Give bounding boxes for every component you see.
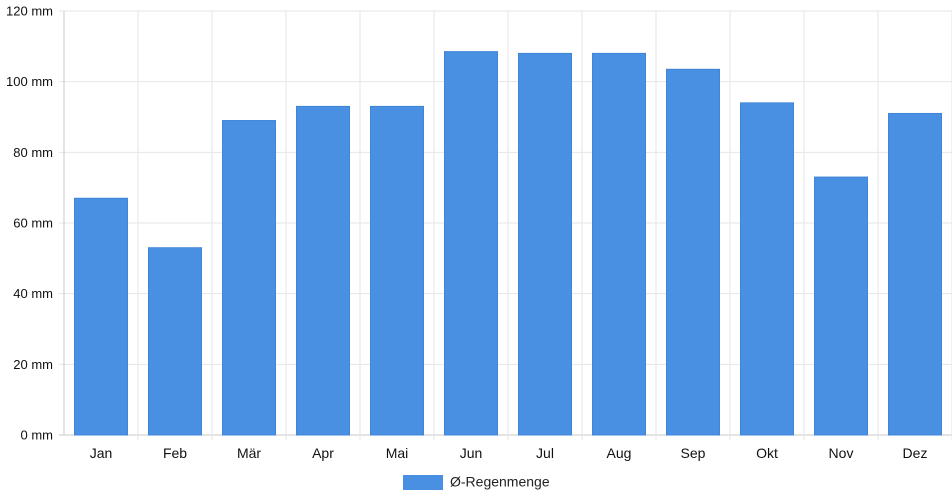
x-tick-label: Jun (460, 445, 483, 461)
bar-okt[interactable] (740, 102, 794, 436)
bar-aug[interactable] (592, 52, 646, 436)
y-tick-label: 60 mm (13, 216, 53, 231)
y-tick-label: 20 mm (13, 357, 53, 372)
x-tick-label: Mai (386, 445, 409, 461)
bar-jul[interactable] (518, 52, 572, 436)
bars-layer (74, 51, 942, 436)
axis-layer: 0 mm 20 mm 40 mm 60 mm 80 mm 100 mm 120 mm Jan F… (6, 4, 927, 462)
bar-dez[interactable] (888, 112, 942, 436)
bar-mai[interactable] (370, 105, 424, 436)
x-tick-label: Aug (607, 445, 632, 461)
bar-sep[interactable] (666, 68, 720, 436)
bar-jun[interactable] (444, 51, 498, 436)
bar-mär[interactable] (222, 120, 276, 436)
y-tick-label: 100 mm (6, 74, 53, 89)
x-tick-label: Dez (903, 445, 928, 461)
legend-label: Ø-Regenmenge (450, 474, 550, 490)
x-tick-label: Jan (90, 445, 113, 461)
x-tick-label: Okt (756, 445, 778, 461)
y-tick-label: 40 mm (13, 286, 53, 301)
legend[interactable]: Ø-Regenmenge (403, 474, 550, 491)
bar-apr[interactable] (296, 105, 350, 436)
x-tick-label: Sep (681, 445, 706, 461)
y-tick-label: 80 mm (13, 145, 53, 160)
x-tick-label: Mär (237, 445, 261, 461)
legend-swatch (403, 475, 443, 490)
x-tick-label: Nov (829, 445, 854, 461)
x-tick-label: Jul (536, 445, 554, 461)
y-tick-label: 0 mm (21, 428, 54, 443)
x-tick-label: Apr (312, 445, 334, 461)
bar-nov[interactable] (814, 176, 868, 436)
bar-feb[interactable] (148, 247, 202, 436)
x-tick-label: Feb (163, 445, 187, 461)
grid-layer (59, 10, 952, 440)
y-tick-label: 120 mm (6, 4, 53, 19)
bar-jan[interactable] (74, 197, 128, 436)
